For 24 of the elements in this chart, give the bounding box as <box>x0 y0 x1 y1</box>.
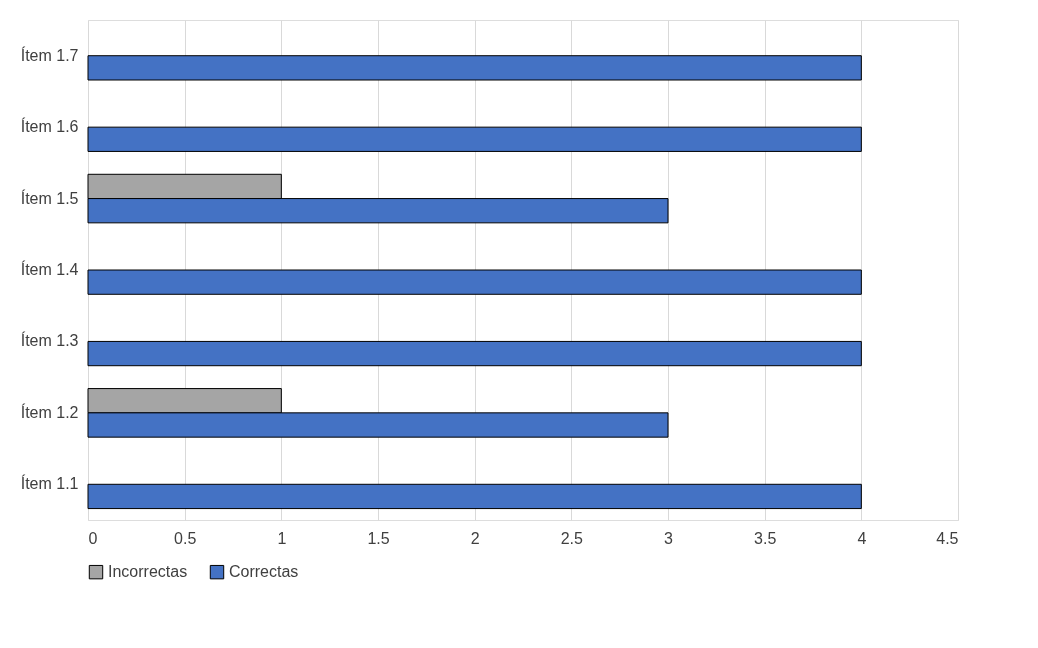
x-tick-label: 3.5 <box>754 529 777 547</box>
x-tick-label: 0 <box>88 529 98 547</box>
x-tick-label: 4.5 <box>936 529 959 547</box>
bar <box>87 483 862 510</box>
y-tick-label: Ítem 1.6 <box>20 117 79 136</box>
y-tick-label: Ítem 1.4 <box>20 260 79 278</box>
x-tick-label: 4 <box>857 529 867 547</box>
y-tick-label: Ítem 1.5 <box>20 188 79 207</box>
x-tick-label: 3 <box>664 529 674 547</box>
bar <box>87 269 862 295</box>
y-tick-label: Ítem 1.1 <box>20 474 79 493</box>
y-tick-label: Ítem 1.7 <box>20 45 79 64</box>
x-tick-label: 2 <box>470 529 480 547</box>
x-tick-label: 2.5 <box>560 529 584 547</box>
y-tick-label: Ítem 1.3 <box>20 331 79 350</box>
x-tick-label: 1.5 <box>367 529 390 547</box>
bar <box>87 126 862 152</box>
bar <box>87 55 862 81</box>
legend-label: Correctas <box>229 563 299 581</box>
legend-label: Incorrectas <box>108 563 188 581</box>
x-tick-label: 1 <box>277 529 287 547</box>
bar <box>87 340 862 367</box>
x-tick-label: 0.5 <box>174 529 197 547</box>
y-tick-label: Ítem 1.2 <box>20 402 79 421</box>
